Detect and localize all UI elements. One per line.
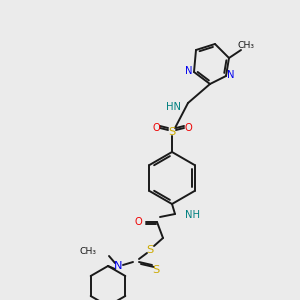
Text: S: S — [152, 265, 160, 275]
Text: N: N — [185, 66, 193, 76]
Text: N: N — [227, 70, 235, 80]
Text: HN: HN — [166, 102, 181, 112]
Text: S: S — [168, 127, 175, 137]
Text: CH₃: CH₃ — [80, 248, 97, 256]
Text: O: O — [152, 123, 160, 133]
Text: CH₃: CH₃ — [238, 41, 254, 50]
Text: NH: NH — [185, 210, 200, 220]
Text: S: S — [146, 245, 154, 255]
Text: O: O — [184, 123, 192, 133]
Text: O: O — [134, 217, 142, 227]
Text: N: N — [114, 261, 122, 271]
